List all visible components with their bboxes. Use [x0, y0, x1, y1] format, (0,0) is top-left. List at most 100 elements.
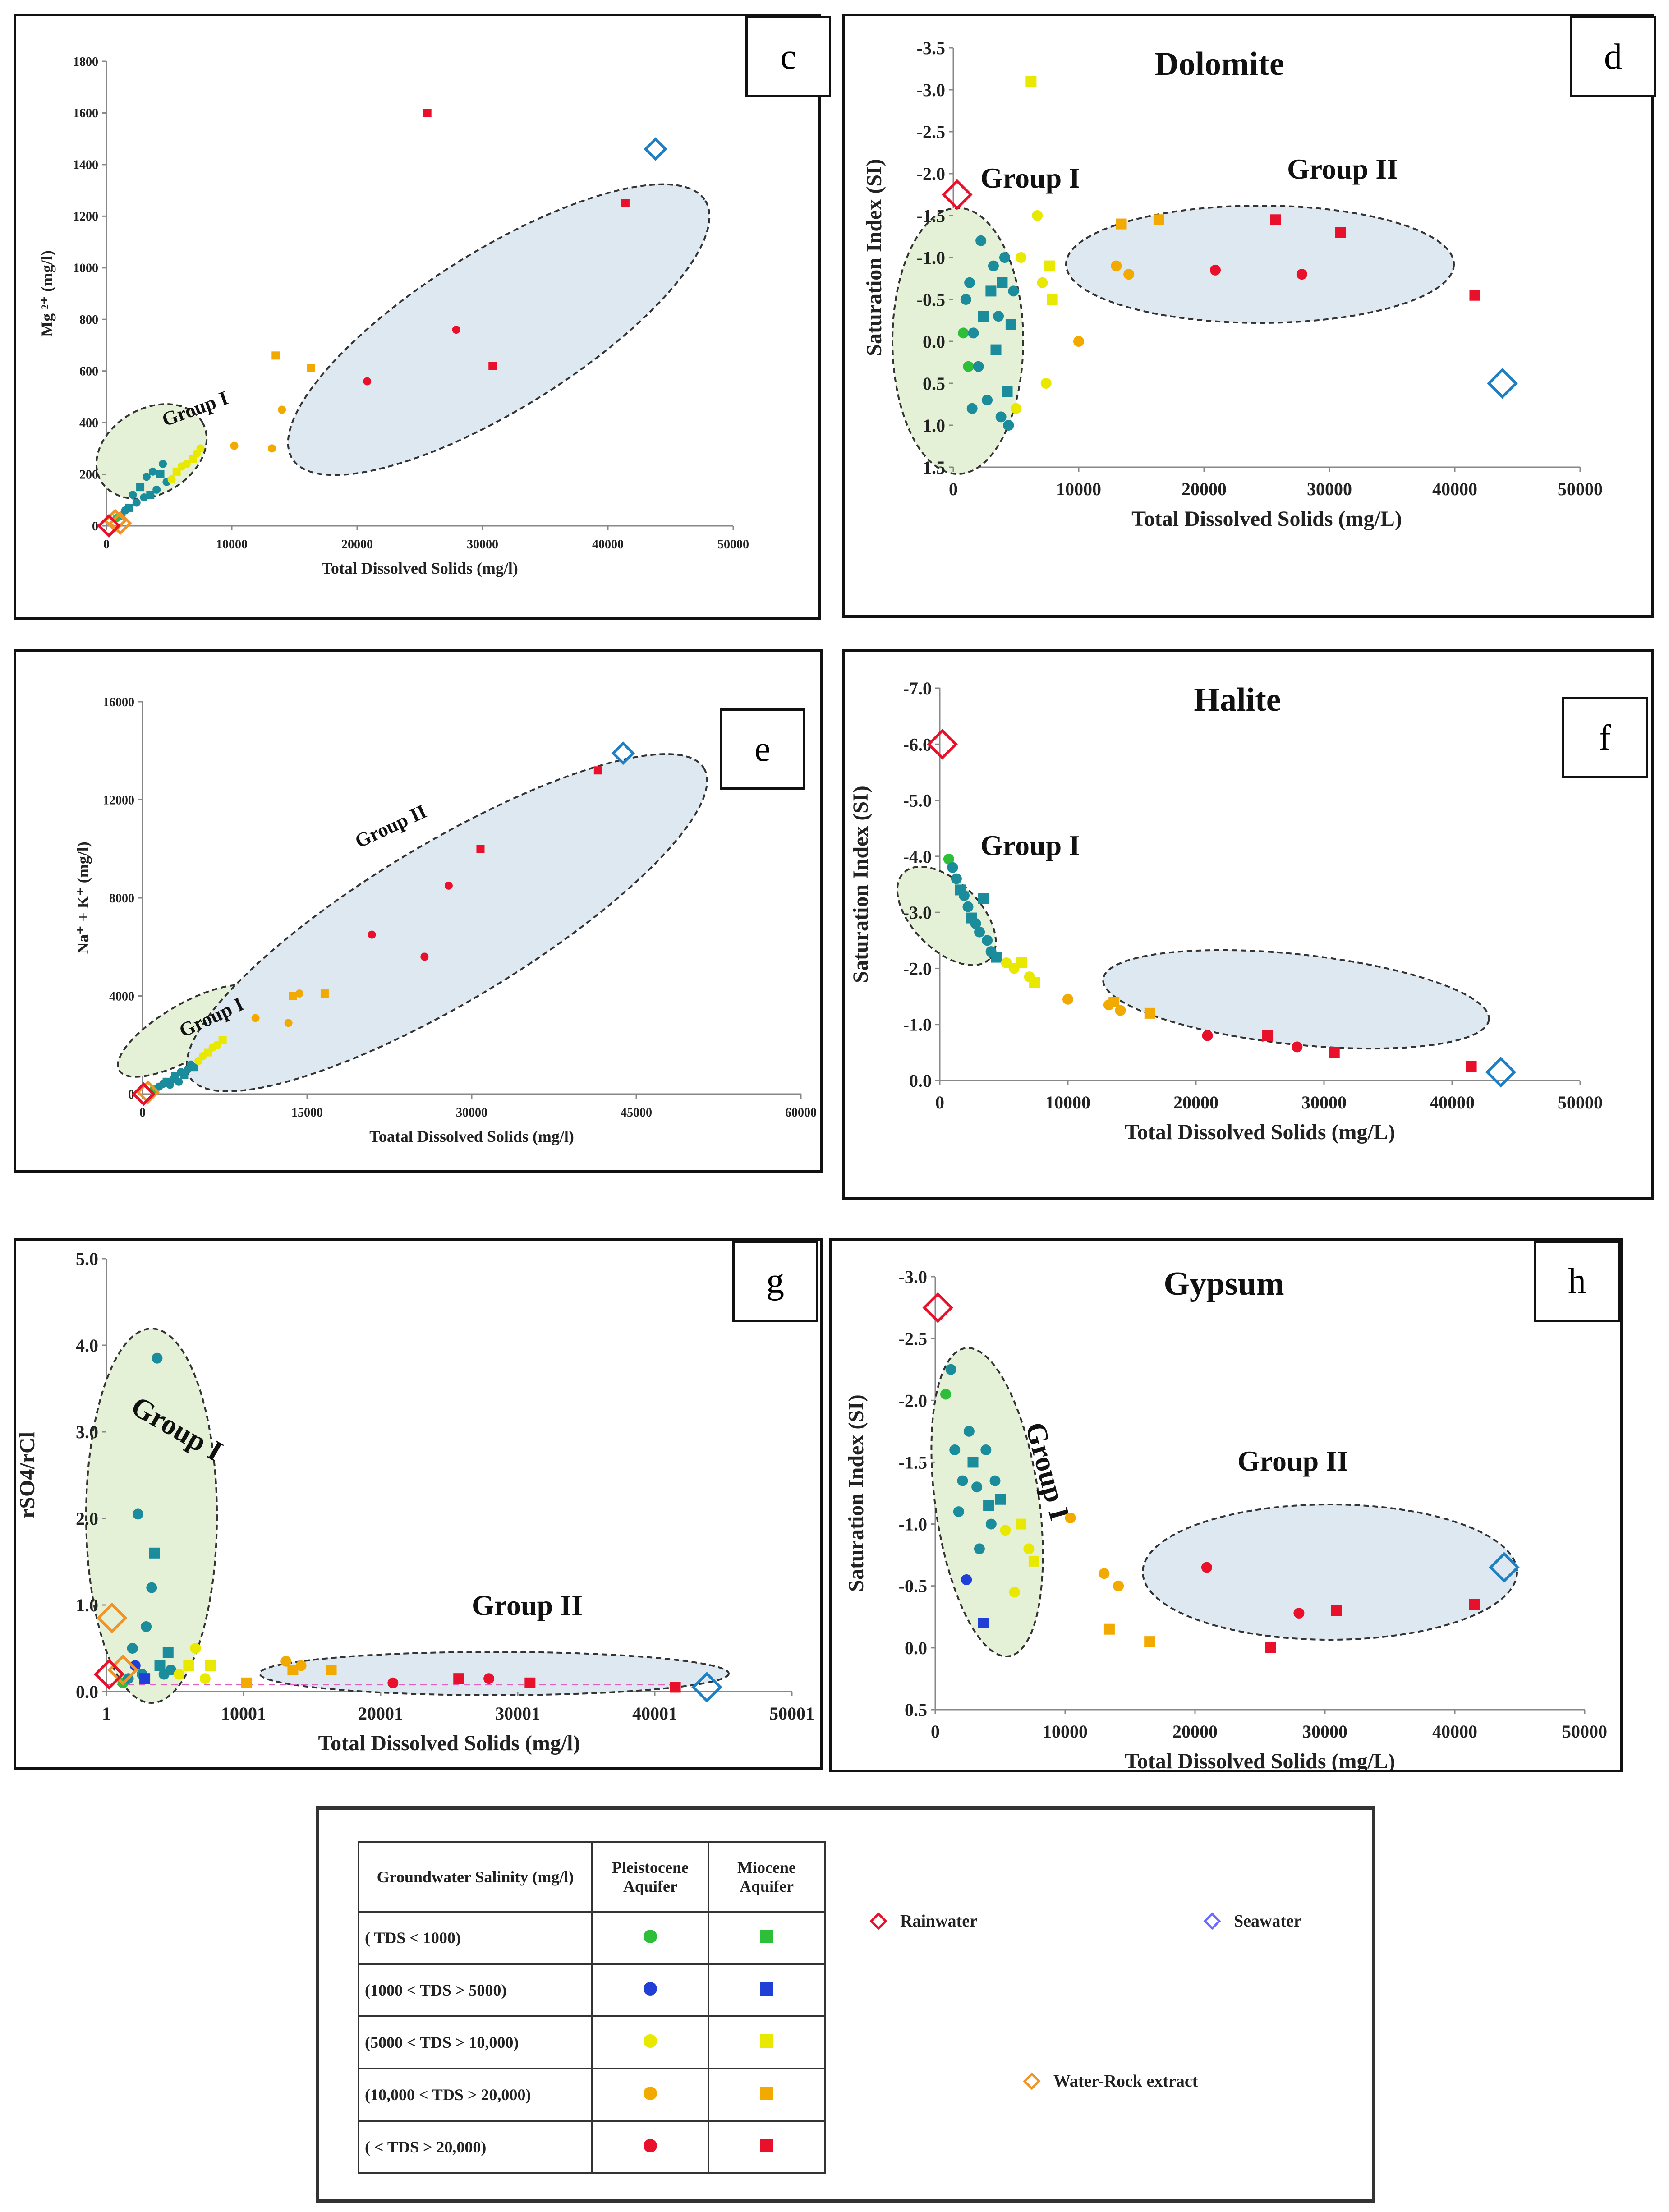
data-point-square: [1016, 1518, 1027, 1530]
x-tick-label: 30000: [456, 1106, 487, 1120]
data-point-square: [1144, 1007, 1155, 1019]
y-tick-label: -7.0: [903, 678, 932, 699]
data-point-square: [453, 1673, 464, 1684]
data-point-circle: [483, 1673, 495, 1684]
data-point-circle: [174, 1669, 185, 1680]
x-tick-label: 50000: [1558, 1092, 1603, 1113]
y-tick-label: -2.0: [903, 958, 932, 979]
data-point-circle: [452, 326, 460, 334]
data-point-square: [1335, 227, 1347, 238]
data-point-circle: [1073, 336, 1084, 347]
legend-header-miocene: Miocene Aquifer: [708, 1841, 826, 1913]
chart-d: 0 10000 20000 30000 40000 50000 -3.5 -3.0 -2.5 -2…: [862, 38, 1603, 531]
y-axis-label: Mg ²⁺ (mg/l): [38, 250, 56, 337]
x-axis-label: Total Dissolved Solids (mg/L): [1125, 1749, 1395, 1770]
data-point-circle: [199, 1673, 211, 1684]
data-point-circle: [975, 235, 987, 246]
x-tick-label: 20000: [341, 538, 373, 552]
x-tick-label: 50000: [717, 538, 749, 552]
data-point-square: [1028, 1555, 1039, 1567]
data-point-circle: [982, 935, 993, 946]
data-point-circle: [989, 1475, 1001, 1486]
data-point-circle: [295, 989, 303, 998]
data-point-square: [205, 1660, 216, 1671]
data-point-circle: [958, 890, 970, 901]
y-tick-label: -2.0: [917, 164, 945, 184]
y-tick-label: 5.0: [76, 1249, 98, 1269]
data-point-circle: [993, 311, 1004, 322]
data-point-square: [136, 483, 145, 492]
y-tick-label: 1200: [73, 210, 98, 224]
data-point-square: [146, 491, 155, 499]
data-point-circle: [963, 1426, 975, 1437]
data-point-square: [289, 992, 297, 1000]
rainwater-diamond-icon: [97, 514, 121, 538]
rainwater-diamond-icon: [927, 729, 958, 760]
data-point-square: [1262, 1030, 1274, 1041]
x-tick-label: 60000: [785, 1106, 817, 1120]
legend-row-label: (10,000 < TDS > 20,000): [358, 2068, 593, 2122]
x-tick-label: 10001: [221, 1703, 266, 1724]
data-point-square: [1016, 957, 1027, 968]
x-tick-label: 30001: [495, 1703, 540, 1724]
data-point-circle: [974, 926, 985, 938]
data-point-circle: [1003, 420, 1014, 431]
chart-title: Dolomite: [1154, 46, 1284, 83]
water-rock-diamond-icon: [136, 1080, 160, 1104]
x-axis-label: Total Dissolved Solids (mg/l): [322, 559, 518, 577]
y-axis-label: Saturation Index (SI): [849, 786, 873, 983]
data-point-circle: [960, 294, 971, 305]
y-tick-label: 800: [79, 313, 98, 327]
x-tick-label: 10000: [1043, 1721, 1088, 1742]
data-point-square: [1469, 1599, 1480, 1610]
data-point-circle: [1293, 1608, 1305, 1619]
data-point-circle: [995, 411, 1007, 423]
x-tick-label: 10000: [1056, 479, 1101, 499]
data-point-circle: [146, 1582, 157, 1593]
y-tick-label: 200: [79, 468, 98, 482]
data-point-square: [1005, 319, 1016, 330]
data-point-circle: [970, 918, 981, 929]
x-axis-label: Total Dissolved Solids (mg/L): [1131, 507, 1402, 531]
data-point-circle: [963, 361, 974, 372]
data-point-circle: [982, 395, 993, 406]
data-point-square: [1047, 294, 1058, 305]
data-point-circle: [1111, 260, 1122, 271]
y-tick-label: 12000: [103, 793, 134, 807]
chart-c: 0 10000 20000 30000 40000 50000 0 200 400 600 800 1…: [38, 55, 749, 577]
x-tick-label: 20000: [1172, 1721, 1218, 1742]
data-point-circle: [1009, 1587, 1020, 1598]
data-point-square: [271, 351, 280, 360]
data-point-circle: [949, 1444, 961, 1455]
x-tick-label: 50001: [769, 1703, 814, 1724]
data-point-square: [1265, 1642, 1276, 1653]
data-point-circle: [129, 1660, 141, 1671]
data-point-circle: [127, 1643, 138, 1654]
rainwater-diamond-icon: [132, 1082, 156, 1106]
panel-d: 0 10000 20000 30000 40000 50000 -3.5 -3.0 -2.5 -2…: [842, 14, 1656, 618]
data-point-circle: [142, 473, 151, 481]
legend-row-label: (1000 < TDS > 5000): [358, 1963, 593, 2017]
y-tick-label: 1000: [73, 262, 98, 276]
y-tick-label: 0.0: [905, 1638, 927, 1658]
panel-g: 1 10001 20001 30001 40001 50001 0.0 1.0 2.0 3.0 4.…: [14, 1238, 823, 1770]
data-point-circle: [444, 881, 453, 890]
water-rock-diamond-icon: [1023, 2072, 1041, 2090]
x-tick-label: 30000: [1301, 1092, 1347, 1113]
rainwater-diamond-icon: [869, 1912, 887, 1930]
legend-circle-marker: [644, 2034, 657, 2048]
x-tick-label: 50000: [1558, 479, 1603, 499]
data-point-square: [1025, 76, 1037, 87]
x-tick-label: 1: [102, 1703, 111, 1724]
group-label: Group II: [1237, 1445, 1348, 1477]
data-point-square: [190, 1063, 198, 1072]
data-point-circle: [962, 901, 974, 912]
data-point-circle: [951, 873, 962, 884]
data-point-circle: [387, 1677, 399, 1688]
data-point-square: [967, 1457, 979, 1468]
panel-letter-c: c: [745, 16, 831, 97]
legend-circle-marker: [644, 1982, 657, 1996]
data-point-square: [997, 277, 1008, 288]
data-point-circle: [1040, 378, 1052, 389]
data-point-circle: [1008, 285, 1019, 297]
